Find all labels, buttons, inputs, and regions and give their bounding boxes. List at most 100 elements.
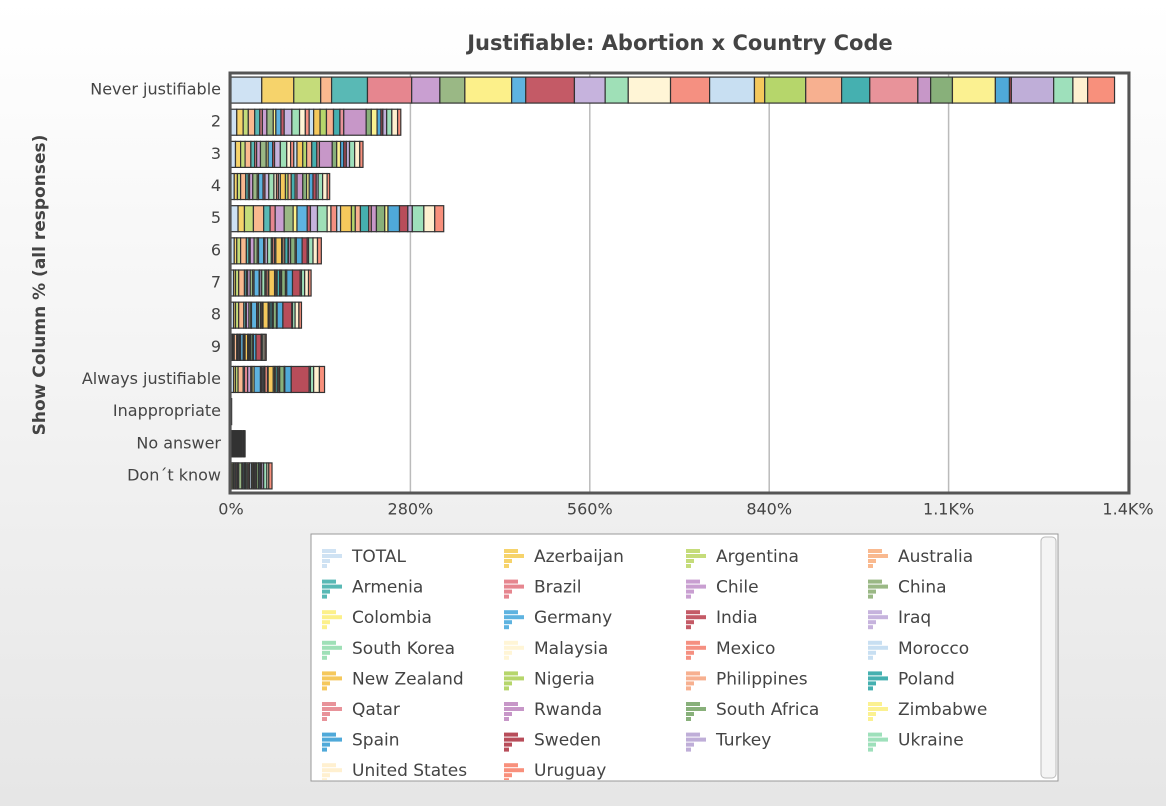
- y-tick-label: 9: [211, 337, 221, 356]
- legend-swatch: [686, 650, 694, 655]
- legend-swatch: [504, 615, 524, 620]
- legend-swatch: [504, 732, 518, 737]
- y-tick-label: Inappropriate: [113, 401, 221, 420]
- legend-swatch: [686, 610, 700, 615]
- legend-label: Turkey: [715, 731, 771, 751]
- legend-swatch: [322, 671, 336, 676]
- y-tick-label: 2: [211, 112, 221, 131]
- legend-swatch: [322, 594, 327, 599]
- legend-swatch: [686, 594, 691, 599]
- bar-segment: [407, 205, 413, 233]
- legend-icon: [686, 732, 706, 752]
- legend-swatch: [868, 717, 873, 721]
- bar-segment: [511, 76, 527, 104]
- legend-icon: [504, 549, 524, 568]
- bar-segment: [250, 301, 258, 329]
- y-tick-label: No answer: [136, 433, 221, 452]
- legend-label: Iraq: [898, 608, 931, 628]
- legend-icon: [686, 579, 706, 599]
- bar-segment: [291, 108, 301, 136]
- legend-swatch: [322, 737, 342, 742]
- legend-swatch: [322, 773, 330, 778]
- bar-segment: [312, 237, 319, 265]
- legend-swatch: [504, 645, 524, 650]
- bar-segment: [318, 140, 333, 168]
- y-tick-label: 6: [211, 240, 221, 259]
- legend-swatch: [504, 610, 518, 615]
- legend-icon: [504, 671, 524, 691]
- legend-swatch: [686, 747, 691, 752]
- bar-segment: [254, 108, 261, 136]
- legend-label: Philippines: [716, 669, 808, 689]
- y-axis-title: Show Column % (all responses): [30, 135, 50, 436]
- legend-swatch: [686, 554, 706, 558]
- x-tick-label: 280%: [388, 500, 434, 519]
- legend-swatch: [868, 640, 882, 645]
- legend-label: Ukraine: [898, 731, 964, 751]
- legend-swatch: [686, 549, 700, 553]
- legend-swatch: [868, 655, 873, 660]
- legend-label: United States: [352, 761, 467, 781]
- legend-swatch: [686, 686, 691, 691]
- legend-scrollbar[interactable]: [1040, 536, 1057, 779]
- bar-segment: [275, 237, 283, 265]
- legend-swatch: [322, 589, 330, 594]
- legend-swatch: [322, 768, 342, 773]
- y-tick-label: Never justifiable: [90, 80, 221, 99]
- legend-swatch: [868, 650, 876, 655]
- bar-segment: [411, 76, 441, 104]
- legend-swatch: [322, 564, 327, 568]
- bar-segment: [282, 301, 293, 329]
- bar-segment: [279, 140, 288, 168]
- bar-segment: [930, 76, 954, 104]
- chart-title: Justifiable: Abortion x Country Code: [465, 31, 893, 55]
- legend-swatch: [868, 584, 888, 589]
- legend-swatch: [504, 640, 518, 645]
- legend-swatch: [322, 559, 330, 563]
- bar-segment: [296, 205, 308, 233]
- legend-icon: [868, 549, 888, 568]
- y-tick-label: Always justifiable: [82, 369, 221, 388]
- bar-segment: [289, 237, 296, 265]
- bar-segment: [370, 205, 378, 233]
- bar-segment: [375, 205, 386, 233]
- bar-segment: [296, 172, 304, 201]
- bar-segment: [604, 76, 629, 104]
- legend-icon: [868, 640, 888, 660]
- legend-label: South Africa: [716, 700, 819, 720]
- y-tick-label: 5: [211, 208, 221, 227]
- legend-icon: [686, 640, 706, 660]
- bar-segment: [240, 140, 246, 168]
- bar-segment: [269, 205, 276, 233]
- legend-swatch: [504, 686, 509, 691]
- bar-segment: [322, 172, 328, 201]
- bar-segment: [307, 237, 314, 265]
- legend-swatch: [686, 681, 694, 686]
- legend-swatch: [322, 584, 342, 589]
- legend-swatch: [504, 589, 512, 594]
- legend-swatch: [868, 645, 888, 650]
- bar-segment: [386, 108, 393, 136]
- legend-icon: [504, 579, 524, 599]
- bar-segment: [238, 301, 245, 329]
- legend-swatch: [868, 579, 882, 584]
- legend-label: Armenia: [352, 578, 423, 598]
- bar-segment: [573, 76, 606, 104]
- legend-swatch: [686, 579, 700, 584]
- bar-segment: [298, 301, 303, 329]
- legend-swatch: [504, 564, 509, 568]
- bar-segment: [230, 205, 239, 233]
- legend-swatch: [868, 737, 888, 742]
- legend-swatch: [868, 671, 882, 676]
- legend-label: Australia: [898, 547, 973, 567]
- legend-swatch: [868, 589, 876, 594]
- bar-segment: [243, 205, 255, 233]
- bar-segment: [230, 140, 237, 168]
- bar-segment: [268, 172, 275, 201]
- legend-label: Argentina: [716, 547, 799, 567]
- bar-segment: [332, 108, 341, 136]
- y-tick-label: 4: [211, 176, 221, 195]
- bar-segment: [439, 76, 466, 104]
- bar-segment: [764, 76, 807, 104]
